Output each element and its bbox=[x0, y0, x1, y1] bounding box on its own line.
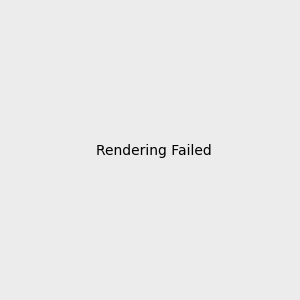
Text: Rendering Failed: Rendering Failed bbox=[96, 145, 212, 158]
